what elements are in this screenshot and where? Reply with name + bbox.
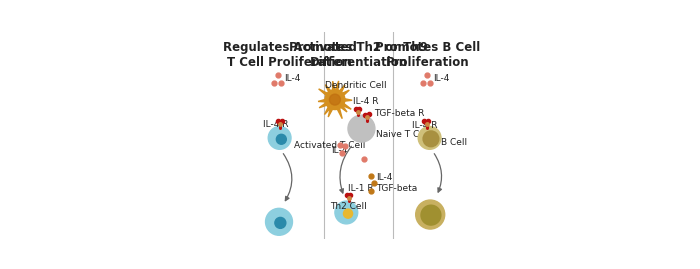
Text: IL-4 R: IL-4 R [263, 120, 288, 129]
Text: IL-4: IL-4 [284, 75, 300, 83]
Circle shape [335, 201, 358, 224]
Circle shape [344, 209, 353, 218]
Circle shape [423, 131, 439, 147]
Polygon shape [337, 108, 342, 119]
Polygon shape [319, 103, 327, 108]
Circle shape [330, 94, 340, 105]
FancyArrowPatch shape [340, 146, 351, 193]
Text: IL-4: IL-4 [331, 146, 348, 155]
Circle shape [325, 90, 345, 109]
Text: IL-4
TGF-beta: IL-4 TGF-beta [377, 174, 418, 193]
Text: IL-1 R: IL-1 R [348, 183, 374, 193]
Polygon shape [332, 81, 335, 90]
Circle shape [421, 205, 441, 225]
Polygon shape [341, 106, 347, 112]
Text: IL-4 R: IL-4 R [353, 97, 379, 105]
FancyArrowPatch shape [284, 154, 292, 201]
Text: IL-4: IL-4 [433, 75, 449, 83]
Text: TGF-beta R: TGF-beta R [374, 109, 424, 118]
Circle shape [265, 208, 293, 235]
Circle shape [348, 115, 375, 142]
Text: Th2 Cell: Th2 Cell [330, 202, 367, 211]
Text: Promotes Th2 or Th9
Differentiation: Promotes Th2 or Th9 Differentiation [289, 41, 428, 69]
Text: Naive T Cell: Naive T Cell [377, 130, 430, 139]
Polygon shape [342, 90, 349, 95]
Polygon shape [318, 89, 328, 95]
Circle shape [275, 217, 286, 228]
Text: B Cell: B Cell [441, 138, 468, 147]
Text: IL-4 R: IL-4 R [412, 121, 437, 130]
Text: Regulates Activated
T Cell Proliferation: Regulates Activated T Cell Proliferation [223, 41, 357, 69]
Polygon shape [326, 85, 330, 92]
Polygon shape [328, 108, 332, 117]
Polygon shape [336, 81, 339, 90]
Circle shape [418, 126, 441, 149]
Polygon shape [325, 107, 330, 115]
Polygon shape [318, 100, 326, 102]
Text: Dendritic Cell: Dendritic Cell [326, 81, 387, 90]
Circle shape [276, 134, 286, 144]
FancyArrowPatch shape [434, 154, 442, 192]
Text: Promotes B Cell
Proliferation: Promotes B Cell Proliferation [375, 41, 480, 69]
Polygon shape [340, 85, 345, 92]
Polygon shape [343, 104, 351, 109]
Polygon shape [344, 99, 352, 101]
Text: Activated T Cell: Activated T Cell [293, 141, 365, 150]
Circle shape [268, 126, 291, 149]
Circle shape [416, 200, 444, 229]
